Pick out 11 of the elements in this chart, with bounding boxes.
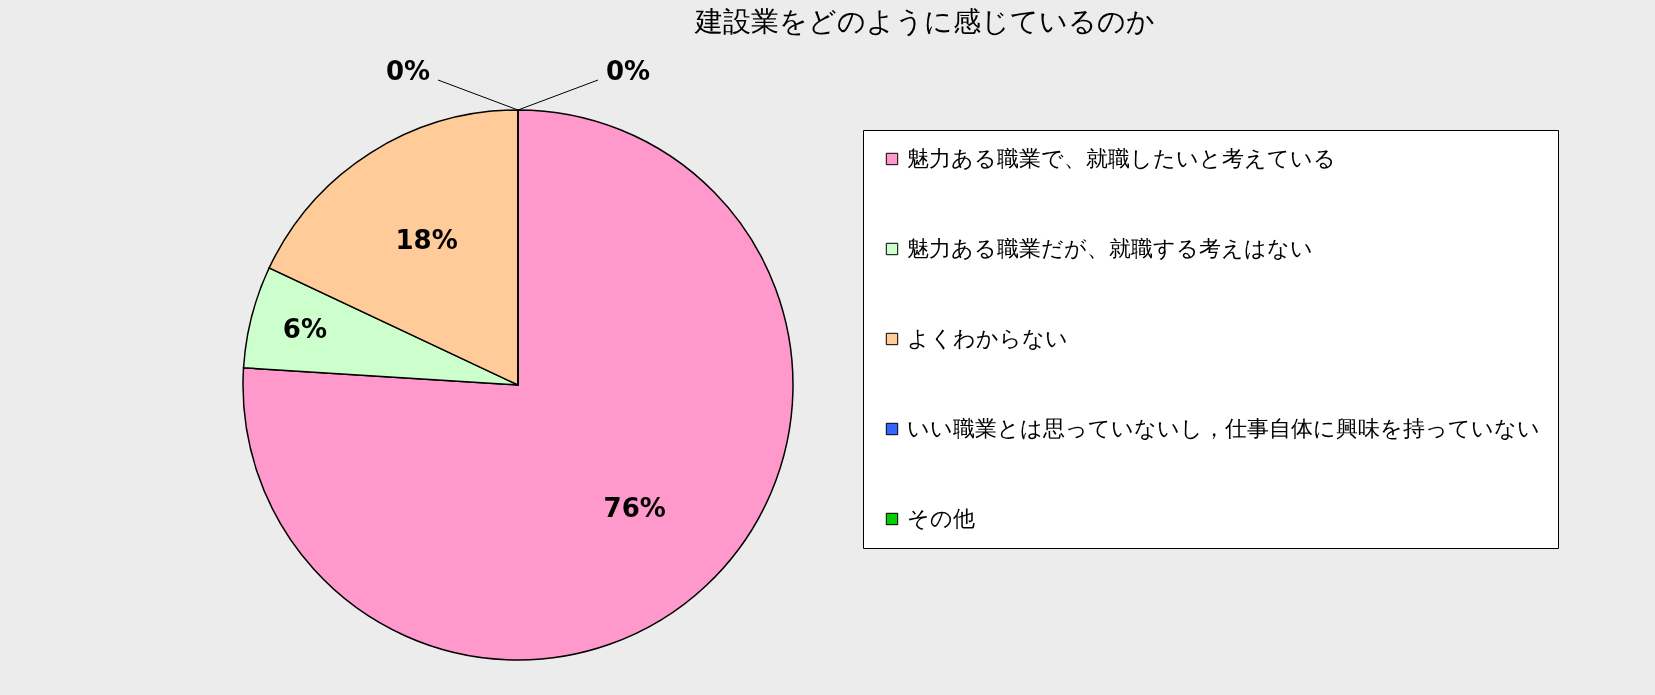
chart-title: 建設業をどのように感じているのか xyxy=(694,5,1155,38)
data-label: 6% xyxy=(282,314,327,345)
legend-label: 魅力ある職業で、就職したいと考えている xyxy=(907,146,1336,171)
legend-label: その他 xyxy=(907,506,975,531)
data-label: 18% xyxy=(395,225,458,256)
data-label: 76% xyxy=(603,493,666,524)
legend-label: いい職業とは思っていないし，仕事自体に興味を持っていない xyxy=(907,416,1540,441)
text: 0% xyxy=(385,56,431,86)
text: 0% xyxy=(605,56,651,86)
legend-label: 魅力ある職業だが、就職する考えはない xyxy=(907,236,1313,261)
legend-label: よくわからない xyxy=(907,326,1068,351)
